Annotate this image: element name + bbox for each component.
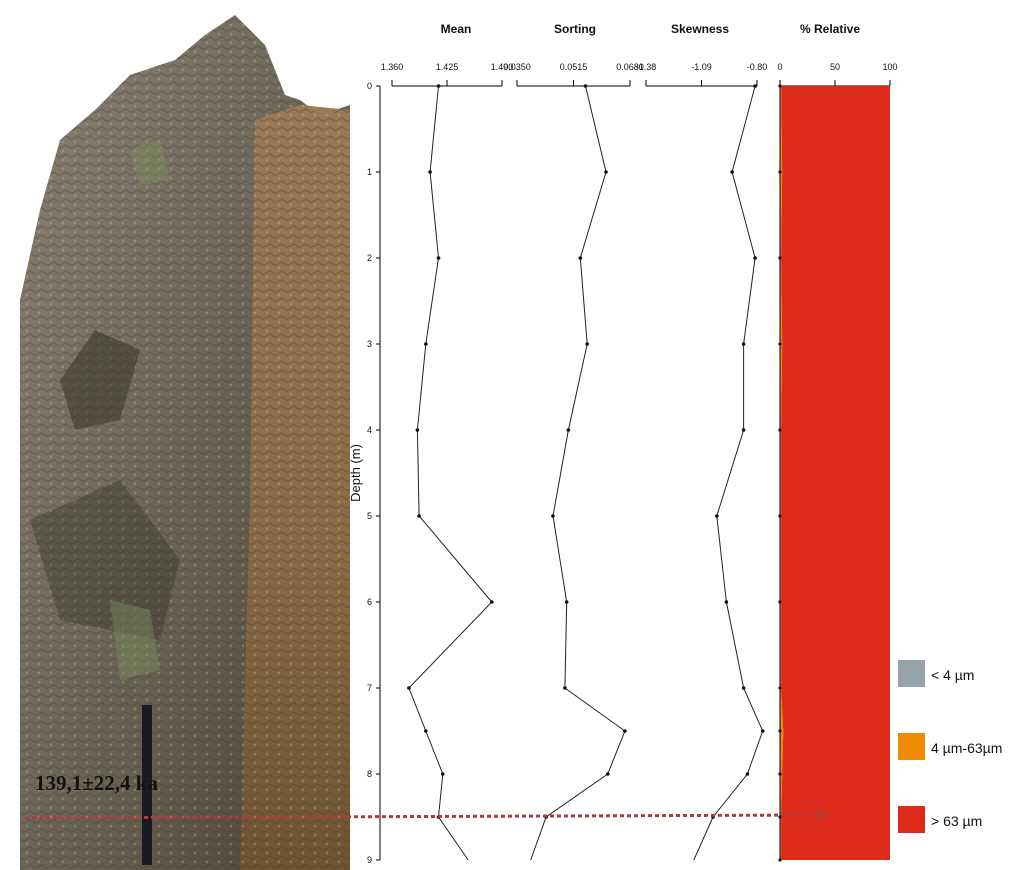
panel-mean: Mean 1.360 1.425 1.490 — [381, 22, 514, 861]
data-point — [424, 342, 428, 346]
sample-point — [778, 256, 782, 260]
panel-tick-label: 50 — [830, 62, 840, 72]
sample-point — [778, 815, 782, 819]
legend-label: < 4 µm — [931, 667, 974, 683]
area-63-m — [781, 86, 890, 860]
data-point — [741, 686, 746, 690]
depth-tick-label: 6 — [367, 597, 372, 607]
panel-tick-label: 0 — [777, 62, 782, 72]
legend-swatch-4-m — [898, 660, 925, 687]
sample-point — [778, 600, 782, 604]
depth-tick-label: 4 — [367, 425, 372, 435]
data-point — [724, 600, 729, 604]
legend-label: 4 µm-63µm — [931, 740, 1002, 756]
data-point — [551, 514, 555, 518]
data-point — [753, 84, 757, 88]
depth-tick-label: 7 — [367, 683, 372, 693]
legend-swatch-4-m-63-m — [898, 733, 925, 760]
data-point — [578, 256, 583, 260]
data-point — [623, 729, 627, 733]
panel-sorting: Sorting 0.0350 0.0515 0.0680 — [503, 22, 644, 861]
area-4-m-63-m — [780, 86, 784, 860]
age-annotation: 139,1±22,4 ka — [24, 771, 832, 822]
data-point — [417, 514, 421, 518]
panel-tick-label: 0.0515 — [560, 62, 588, 72]
panel-tick-label: -1.38 — [636, 62, 657, 72]
data-point — [604, 170, 608, 174]
person-figure — [142, 705, 152, 865]
data-point — [715, 514, 719, 518]
panel-tick-label: 1.425 — [436, 62, 459, 72]
series-line-sorting — [530, 85, 626, 861]
legend-label: > 63 µm — [931, 813, 982, 829]
panel-title: Sorting — [554, 22, 596, 36]
panel-tick-label: 0.0680 — [616, 62, 644, 72]
data-point — [760, 729, 765, 733]
series-line-skewness — [693, 85, 764, 861]
data-point — [564, 600, 569, 604]
sample-point — [778, 686, 782, 690]
sample-point — [778, 342, 782, 346]
panel-tick-label: 0.0350 — [503, 62, 531, 72]
panel-title: % Relative — [800, 22, 860, 36]
data-point — [428, 170, 432, 174]
sample-point — [778, 858, 782, 862]
depth-axis-label: Depth (m) — [348, 444, 363, 502]
age-label: 139,1±22,4 ka — [35, 771, 158, 795]
sample-point — [778, 514, 782, 518]
panel-tick-label: 100 — [882, 62, 897, 72]
series-line-mean — [408, 85, 493, 861]
sample-point — [778, 772, 782, 776]
panel-title: Skewness — [671, 22, 729, 36]
sample-point — [778, 428, 782, 432]
panel-tick-label: 1.360 — [381, 62, 404, 72]
depth-tick-label: 1 — [367, 167, 372, 177]
panel-tick-label: 1.490 — [491, 62, 514, 72]
data-point — [566, 428, 571, 432]
data-point — [424, 729, 428, 733]
sample-point — [778, 170, 782, 174]
depth-tick-label: 8 — [367, 769, 372, 779]
depth-tick-label: 2 — [367, 253, 372, 263]
data-point — [407, 686, 411, 690]
outcrop-photo — [20, 15, 350, 870]
legend: < 4 µm 4 µm-63µm > 63 µm — [898, 660, 1002, 833]
age-marker-arrow — [818, 808, 832, 822]
data-point — [415, 428, 420, 432]
data-point — [745, 772, 750, 776]
age-marker-line — [24, 813, 823, 820]
data-point — [563, 686, 567, 690]
panel-tick-label: -1.09 — [691, 62, 712, 72]
depth-tick-label: 3 — [367, 339, 372, 349]
panel-title: Mean — [441, 22, 472, 36]
data-point — [605, 772, 610, 776]
sample-point — [778, 84, 782, 88]
data-point — [730, 170, 734, 174]
data-point — [440, 772, 445, 776]
depth-tick-label: 0 — [367, 81, 372, 91]
depth-tick-label: 5 — [367, 511, 372, 521]
data-point — [490, 600, 494, 604]
data-point — [436, 84, 441, 88]
sample-point — [778, 729, 782, 733]
data-point — [585, 342, 589, 346]
data-point — [583, 84, 588, 88]
data-point — [741, 428, 746, 432]
panel-tick-label: -0.80 — [747, 62, 768, 72]
data-point — [741, 342, 746, 346]
data-point — [436, 256, 441, 260]
panel-relative: % Relative 0 50 100 — [777, 22, 898, 862]
data-point — [753, 256, 757, 260]
legend-swatch-63-m — [898, 806, 925, 833]
depth-axis: 0 1 2 3 4 5 6 7 8 9 Depth (m) — [348, 81, 381, 865]
panel-skewness: Skewness -1.38 -1.09 -0.80 — [636, 22, 768, 861]
depth-tick-label: 9 — [367, 855, 372, 865]
